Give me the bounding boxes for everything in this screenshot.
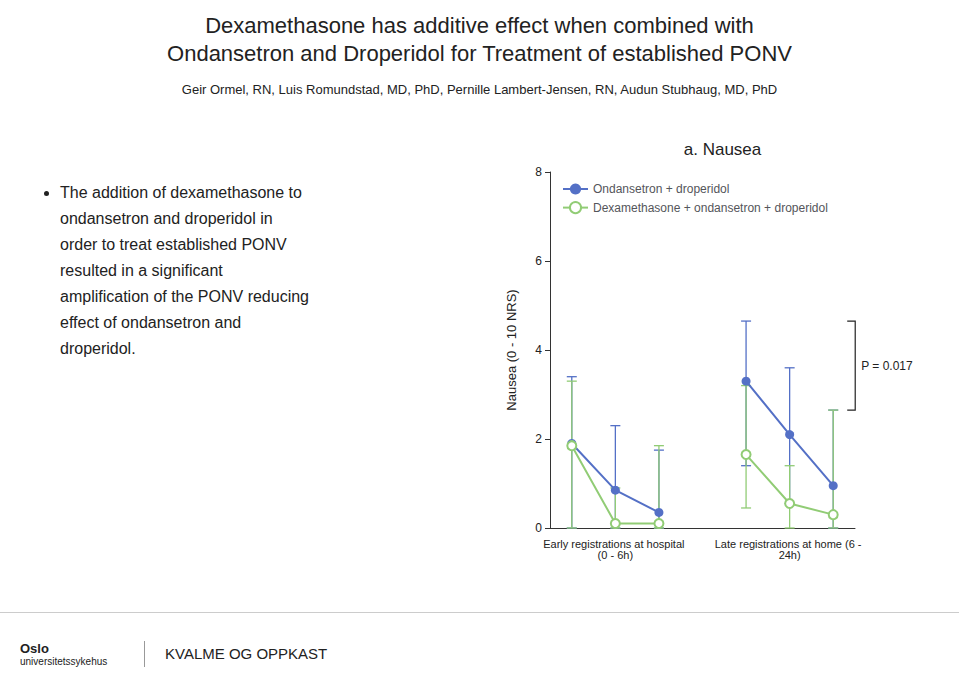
svg-text:Dexamethasone + ondansetron +: Dexamethasone + ondansetron + droperidol [593,201,828,215]
html-text:Geir Ormel, RN, Luis Romundsta: Geir Ormel, RN, Luis Romundstad, MD, PhD… [181,82,778,97]
html-text:The addition of dexamethasone: The addition of dexamethasone to ondanse… [60,184,309,357]
html-text:Dexamethasone has additive eff: Dexamethasone has additive effect when c… [205,13,754,38]
svg-text:6: 6 [535,254,542,268]
svg-text:Nausea (0 - 10 NRS): Nausea (0 - 10 NRS) [504,289,519,410]
svg-text:24h): 24h) [779,549,801,561]
html-text:Oslo: Oslo [20,640,49,656]
html-text:Ondansetron and Droperidol for: Ondansetron and Droperidol for Treatment… [167,41,792,66]
svg-text:8: 8 [535,165,542,179]
html-text:KVALME OG OPPKAST: KVALME OG OPPKAST [165,645,328,662]
html-text:universitetssykehus: universitetssykehus [20,655,108,667]
svg-text:0: 0 [535,521,542,535]
svg-text:Early registrations at hospita: Early registrations at hospital [543,537,688,550]
svg-text:Late registrations at home (6: Late registrations at home (6 - [714,537,865,550]
svg-text:2: 2 [535,432,542,446]
svg-text:P = 0.017: P = 0.017 [861,359,913,373]
svg-text:4: 4 [535,343,542,357]
svg-text:(0 - 6h): (0 - 6h) [598,549,633,561]
svg-text:a. Nausea: a. Nausea [684,140,762,159]
svg-text:Ondansetron + droperidol: Ondansetron + droperidol [593,182,729,196]
